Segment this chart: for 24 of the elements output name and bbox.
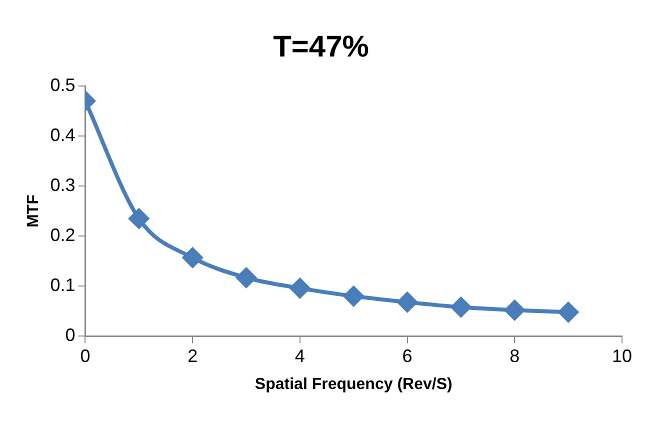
point: [504, 300, 525, 320]
y-tick-label: 0.2: [50, 225, 76, 246]
y-tick-label: 0.3: [50, 175, 76, 196]
y-tick-label: 0.4: [50, 125, 76, 146]
point: [397, 292, 418, 312]
point: [558, 302, 578, 322]
point: [182, 248, 203, 268]
chart-title: T=47%: [273, 30, 369, 64]
point: [290, 278, 310, 298]
point: [344, 286, 364, 306]
x-tick-label: 10: [612, 346, 632, 366]
x-tick-label: 4: [294, 346, 305, 366]
point: [128, 208, 149, 229]
y-tick-label: 0.1: [50, 275, 76, 296]
point: [236, 268, 256, 288]
point: [450, 297, 471, 318]
x-tick-label: 2: [188, 346, 198, 366]
x-tick-label: 0: [80, 346, 90, 366]
x-tick-label: 8: [510, 346, 520, 366]
y-axis-title: MTF: [25, 194, 42, 228]
x-axis-title: Spatial Frequency (Rev/S): [254, 376, 452, 393]
x-tick-label: 6: [402, 346, 412, 366]
y-tick-label: 0: [65, 325, 76, 346]
y-tick-label: 0.5: [50, 74, 76, 95]
